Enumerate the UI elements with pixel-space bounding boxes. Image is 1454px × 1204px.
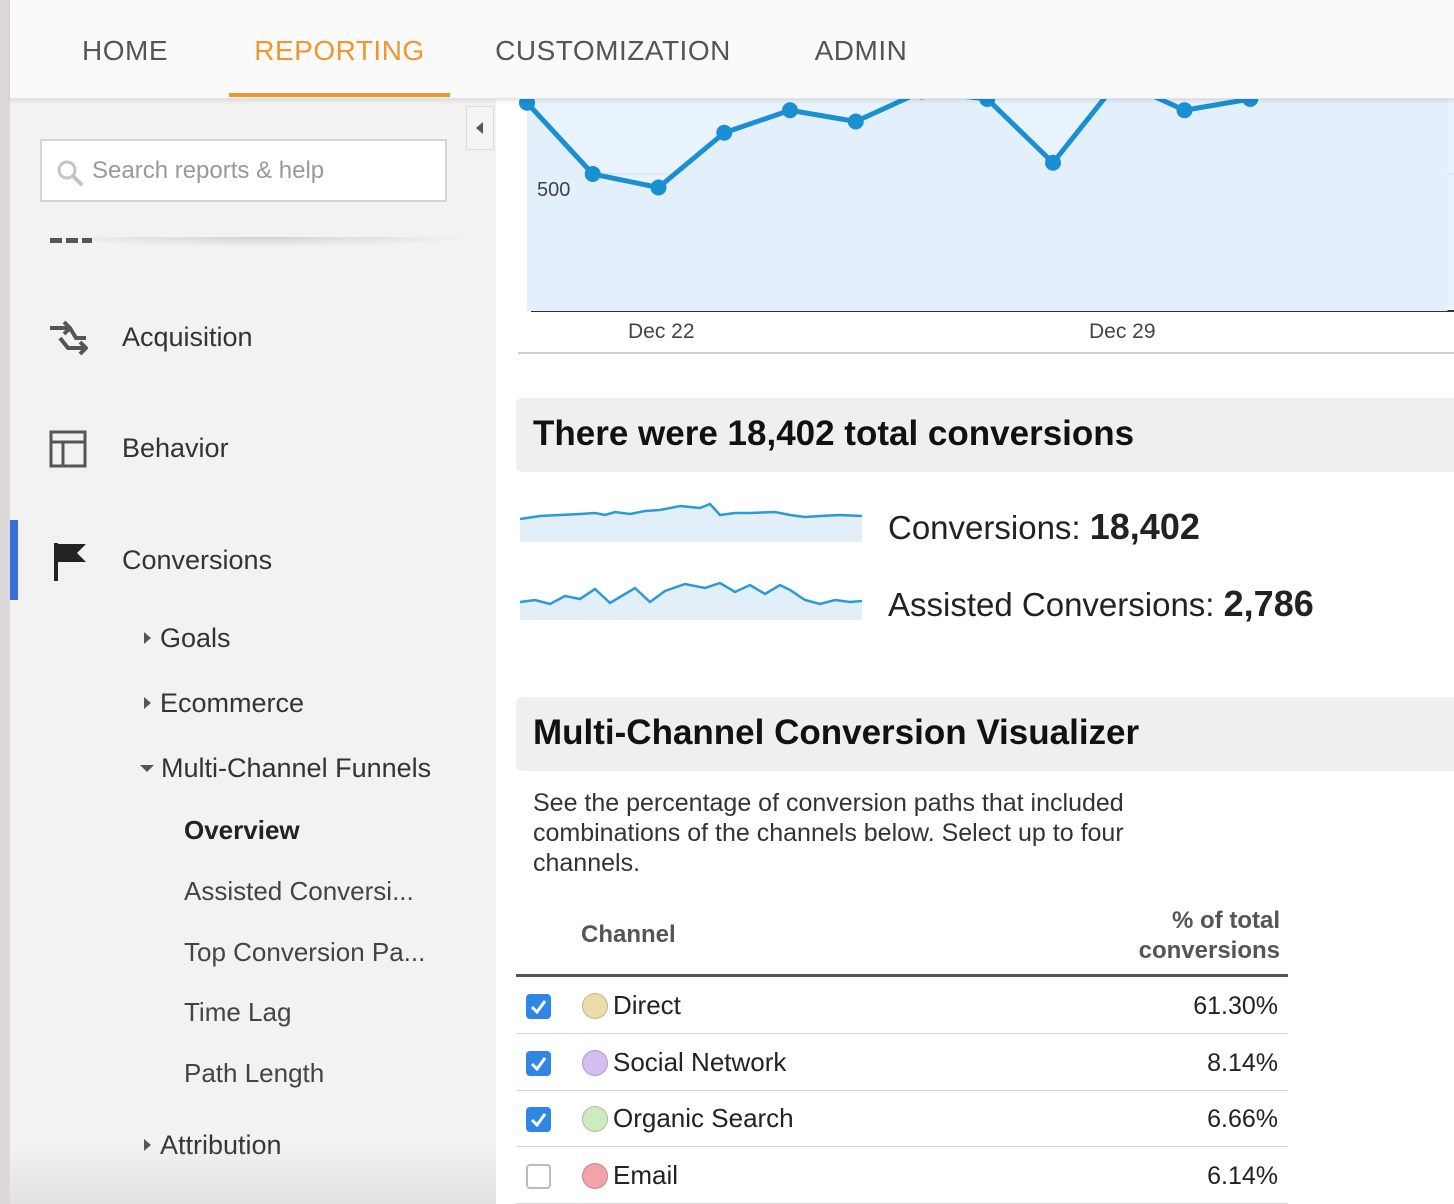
metric-label: Assisted Conversions: (888, 586, 1215, 623)
channel-checkbox[interactable] (526, 994, 551, 1019)
channel-checkbox[interactable] (526, 1051, 551, 1076)
caret-right-icon (144, 697, 151, 709)
channel-name: Social Network (613, 1047, 787, 1077)
sidebar-item-label: Goals (160, 623, 231, 653)
tab-customization[interactable]: CUSTOMIZATION (495, 35, 731, 66)
top-nav: HOME REPORTING CUSTOMIZATION ADMIN (10, 0, 1454, 99)
window-edge (0, 0, 10, 1204)
data-point[interactable] (847, 113, 864, 130)
series-area (527, 99, 1448, 311)
tab-home[interactable]: HOME (82, 35, 168, 66)
sidebar-item-label: Conversions (122, 545, 273, 575)
channel-checkbox[interactable] (526, 1107, 551, 1132)
channel-name: Organic Search (613, 1103, 794, 1133)
search-box[interactable] (40, 139, 447, 202)
data-point[interactable] (1045, 154, 1061, 171)
channel-pct: 61.30% (1193, 992, 1278, 1020)
metric-value: 18,402 (1089, 506, 1200, 547)
channel-color-swatch[interactable] (582, 1163, 608, 1189)
sidebar-item-time-lag[interactable]: Time Lag (184, 997, 292, 1027)
metric-label: Conversions: (888, 509, 1081, 546)
conversions-metric: Conversions: 18,402 (888, 506, 1200, 548)
conversions-line-chart (518, 99, 1454, 354)
data-point[interactable] (650, 179, 667, 196)
channel-pct: 8.14% (1207, 1049, 1278, 1077)
sidebar-item-label: Multi-Channel Funnels (161, 753, 432, 783)
sidebar-item-multi-channel-funnels[interactable]: Multi-Channel Funnels (140, 753, 431, 784)
column-header-pct[interactable]: % of total conversions (1138, 907, 1280, 964)
x-tick-label: Dec 29 (1089, 320, 1156, 343)
visualizer-description: See the percentage of conversion paths t… (533, 789, 1124, 877)
channel-pct: 6.66% (1207, 1105, 1278, 1133)
visualizer-header: Multi-Channel Conversion Visualizer (516, 697, 1454, 771)
sidebar-item-behavior[interactable]: Behavior (10, 413, 496, 483)
active-section-indicator (10, 520, 18, 600)
checkmark-icon (530, 1113, 547, 1128)
channel-color-swatch[interactable] (582, 993, 608, 1019)
channel-name: Direct (613, 990, 681, 1020)
summary-header: There were 18,402 total conversions (516, 398, 1454, 472)
search-icon (57, 160, 83, 186)
table-row: Organic Search 6.66% (516, 1091, 1288, 1147)
collapse-sidebar-button[interactable] (466, 106, 494, 150)
sidebar: Acquisition Behavior Conversions Goals E… (10, 99, 496, 1204)
table-row: Email 6.14% (516, 1148, 1288, 1204)
sidebar-item-label: Ecommerce (160, 688, 305, 718)
channel-name: Email (613, 1160, 679, 1190)
sidebar-item-conversions[interactable]: Conversions (10, 525, 496, 595)
sidebar-item-path-length[interactable]: Path Length (184, 1058, 325, 1088)
assisted-conversions-metric: Assisted Conversions: 2,786 (888, 583, 1314, 625)
y-tick-label: 500 (537, 179, 571, 201)
sidebar-item-goals[interactable]: Goals (144, 623, 231, 654)
checkmark-icon (530, 1057, 547, 1072)
sidebar-item-acquisition[interactable]: Acquisition (10, 302, 496, 372)
data-point[interactable] (1242, 99, 1259, 107)
data-point[interactable] (519, 99, 535, 111)
table-row: Social Network 8.14% (516, 1035, 1288, 1091)
scrolled-item-icon (50, 238, 92, 243)
active-tab-indicator (229, 93, 450, 97)
channel-color-swatch[interactable] (582, 1050, 608, 1076)
sidebar-item-label: Acquisition (122, 322, 253, 352)
acquisition-arrows-icon (50, 320, 88, 356)
sidebar-item-label: Behavior (122, 433, 229, 463)
search-input[interactable] (92, 151, 432, 191)
caret-down-icon (140, 765, 154, 772)
sidebar-fade (10, 1144, 496, 1204)
data-point[interactable] (1176, 102, 1193, 119)
column-header-channel[interactable]: Channel (581, 921, 676, 948)
sidebar-item-overview[interactable]: Overview (184, 815, 300, 845)
data-point[interactable] (979, 99, 996, 107)
data-point[interactable] (914, 99, 930, 100)
summary-heading: There were 18,402 total conversions (533, 414, 1135, 453)
assisted-conversions-sparkline[interactable] (520, 572, 862, 620)
tab-admin[interactable]: ADMIN (814, 35, 908, 66)
behavior-layout-icon (49, 430, 87, 468)
flag-icon (54, 543, 86, 581)
table-row: Direct 61.30% (516, 978, 1288, 1034)
scroll-shadow (40, 237, 480, 247)
sidebar-item-top-conversion-paths[interactable]: Top Conversion Pa... (184, 937, 426, 967)
metric-value: 2,786 (1223, 583, 1314, 624)
checkmark-icon (530, 1000, 547, 1015)
chevron-left-icon (476, 122, 483, 134)
data-point[interactable] (584, 166, 601, 182)
x-tick-label: Dec 22 (628, 320, 695, 343)
data-point[interactable] (782, 102, 798, 119)
tab-reporting[interactable]: REPORTING (254, 35, 425, 66)
caret-right-icon (144, 632, 151, 644)
sidebar-item-ecommerce[interactable]: Ecommerce (144, 688, 304, 719)
table-header-rule (516, 974, 1288, 977)
conversions-sparkline[interactable] (520, 494, 862, 542)
series-line (525, 99, 1257, 190)
sidebar-item-assisted-conversions[interactable]: Assisted Conversi... (184, 876, 414, 906)
data-point[interactable] (716, 124, 733, 141)
visualizer-heading: Multi-Channel Conversion Visualizer (533, 713, 1140, 752)
channel-checkbox[interactable] (526, 1164, 551, 1189)
channel-color-swatch[interactable] (582, 1106, 608, 1132)
channel-pct: 6.14% (1207, 1162, 1278, 1190)
